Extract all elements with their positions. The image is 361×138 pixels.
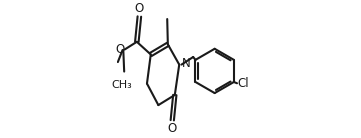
Text: CH₃: CH₃ [111, 80, 132, 90]
Text: Cl: Cl [238, 77, 249, 90]
Text: O: O [168, 122, 177, 135]
Text: N: N [182, 57, 191, 71]
Text: O: O [115, 43, 124, 56]
Text: O: O [135, 2, 144, 15]
